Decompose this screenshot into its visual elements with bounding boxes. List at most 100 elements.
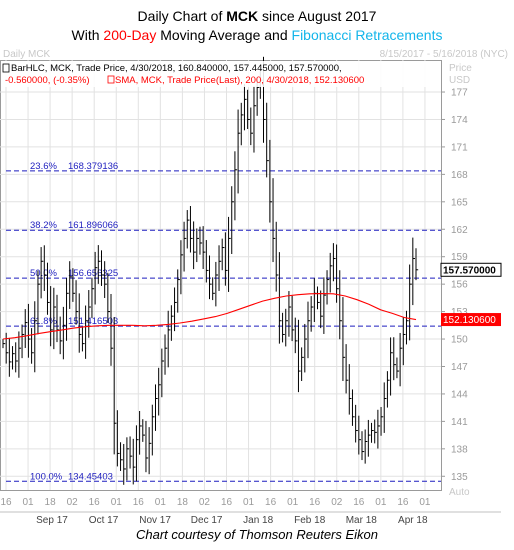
x-tick-label: 01 [243, 497, 255, 508]
price-bar [129, 436, 133, 469]
x-tick-label: 16 [133, 497, 145, 508]
price-bar [27, 303, 31, 358]
fib-price-label: 156.656325 [68, 268, 118, 279]
price-bar [209, 255, 212, 300]
y-tick-label: 135 [451, 472, 468, 483]
auto-scale-label: Auto [449, 487, 470, 498]
price-bar [307, 301, 311, 359]
price-bar [291, 295, 295, 342]
price-bar [2, 339, 6, 349]
price-bar [412, 237, 416, 306]
price-bar [247, 89, 250, 129]
price-bar [120, 442, 123, 471]
date-axis: 16 01 18 02 16 01 16 01 18 02 16 01 16 01 16 02 16 01 16 01… [0, 497, 501, 526]
price-bar [12, 346, 15, 370]
chart-grid [0, 60, 442, 491]
x-tick-label: 18 [45, 497, 57, 508]
month-label: Apr 18 [398, 515, 428, 526]
price-bar [34, 301, 37, 373]
x-tick-label: 01 [287, 497, 299, 508]
chart-caption: Chart courtesy of Thomson Reuters Eikon [135, 527, 379, 542]
price-bar [97, 245, 101, 284]
price-bar [231, 186, 234, 255]
price-bar [396, 357, 400, 379]
y-tick-label: 177 [451, 88, 468, 99]
price-bar [202, 226, 206, 269]
price-bar [367, 419, 371, 457]
price-bar [43, 245, 47, 291]
price-bar [332, 243, 336, 282]
chart-title-line-2: With 200-Day Moving Average and Fibonacc… [71, 27, 443, 43]
sma-200-line [2, 293, 417, 340]
price-bar [94, 251, 98, 305]
price-bar [339, 270, 342, 340]
month-label: Feb 18 [294, 515, 326, 526]
price-bar [221, 238, 225, 271]
price-bar [320, 290, 323, 329]
legend: BarHLC, MCK, Trade Price, 4/30/2018, 160… [1, 61, 441, 87]
price-bar [218, 245, 222, 291]
plot-frame [0, 60, 442, 491]
price-bar [81, 326, 85, 352]
price-bar [390, 337, 393, 396]
price-bar [110, 293, 114, 366]
price-bar [405, 310, 409, 345]
price-bar [151, 404, 155, 456]
price-bar [135, 425, 139, 482]
price-bar [371, 422, 374, 443]
y-tick-label: 162 [451, 225, 468, 236]
x-tick-label: 02 [199, 497, 211, 508]
x-tick-label: 16 [309, 497, 321, 508]
price-bar [351, 389, 355, 426]
price-bar [8, 337, 12, 377]
sma-last-value: 152.130600 [443, 315, 496, 326]
y-tick-label: 153 [451, 307, 468, 318]
price-bar [297, 319, 301, 393]
price-axis-label: Price [449, 63, 472, 74]
price-bar [154, 384, 158, 431]
price-bar [326, 270, 330, 305]
price-bar [126, 437, 130, 481]
price-bar [399, 332, 403, 387]
price-bar [75, 280, 79, 325]
x-tick-label: 16 [221, 497, 233, 508]
y-tick-label: 171 [451, 142, 468, 153]
price-bar [183, 221, 187, 272]
price-bar [294, 317, 298, 354]
price-bar [380, 406, 384, 436]
fib-percent-label: 23.6% [30, 161, 57, 172]
price-bar [348, 364, 352, 415]
fibonacci-levels: 100.0% 134.45403 61.8% 151.416503 50.0% 156.6… [6, 161, 441, 482]
price-bar [167, 310, 171, 368]
month-label: Oct 17 [89, 515, 119, 526]
price-bar [174, 287, 177, 332]
price-bar [199, 226, 203, 255]
chart-header-right: 8/15/2017 - 5/16/2018 (NYC) [380, 49, 508, 60]
chart-header-left: Daily MCK [3, 49, 51, 60]
y-tick-label: 138 [451, 444, 468, 455]
price-bar [161, 348, 165, 398]
price-bar [37, 270, 41, 335]
fib-price-label: 161.896066 [68, 220, 118, 231]
price-bar [46, 262, 50, 315]
price-chart: 100.0% 134.45403 61.8% 151.416503 50.0% 156.6… [0, 49, 508, 526]
price-bar [18, 331, 22, 378]
price-bar [243, 83, 247, 131]
sma-value-tag: 152.130600 [441, 313, 501, 327]
price-bar [145, 420, 149, 473]
y-tick-label: 159 [451, 252, 468, 263]
price-bar [383, 382, 387, 433]
price-bar [361, 431, 365, 461]
chart-title-line-1: Daily Chart of MCK since August 2017 [137, 8, 377, 24]
ticker-highlight: MCK [226, 8, 259, 24]
fib-percent-label: 50.0% [30, 268, 57, 279]
price-bar [240, 102, 244, 146]
price-bar [224, 232, 228, 286]
price-bar [31, 328, 34, 364]
price-bar [374, 419, 377, 444]
month-label: Nov 17 [139, 515, 171, 526]
price-bar [78, 293, 82, 353]
y-tick-label: 165 [451, 197, 468, 208]
price-bar [158, 367, 161, 416]
price-bar [317, 286, 320, 310]
